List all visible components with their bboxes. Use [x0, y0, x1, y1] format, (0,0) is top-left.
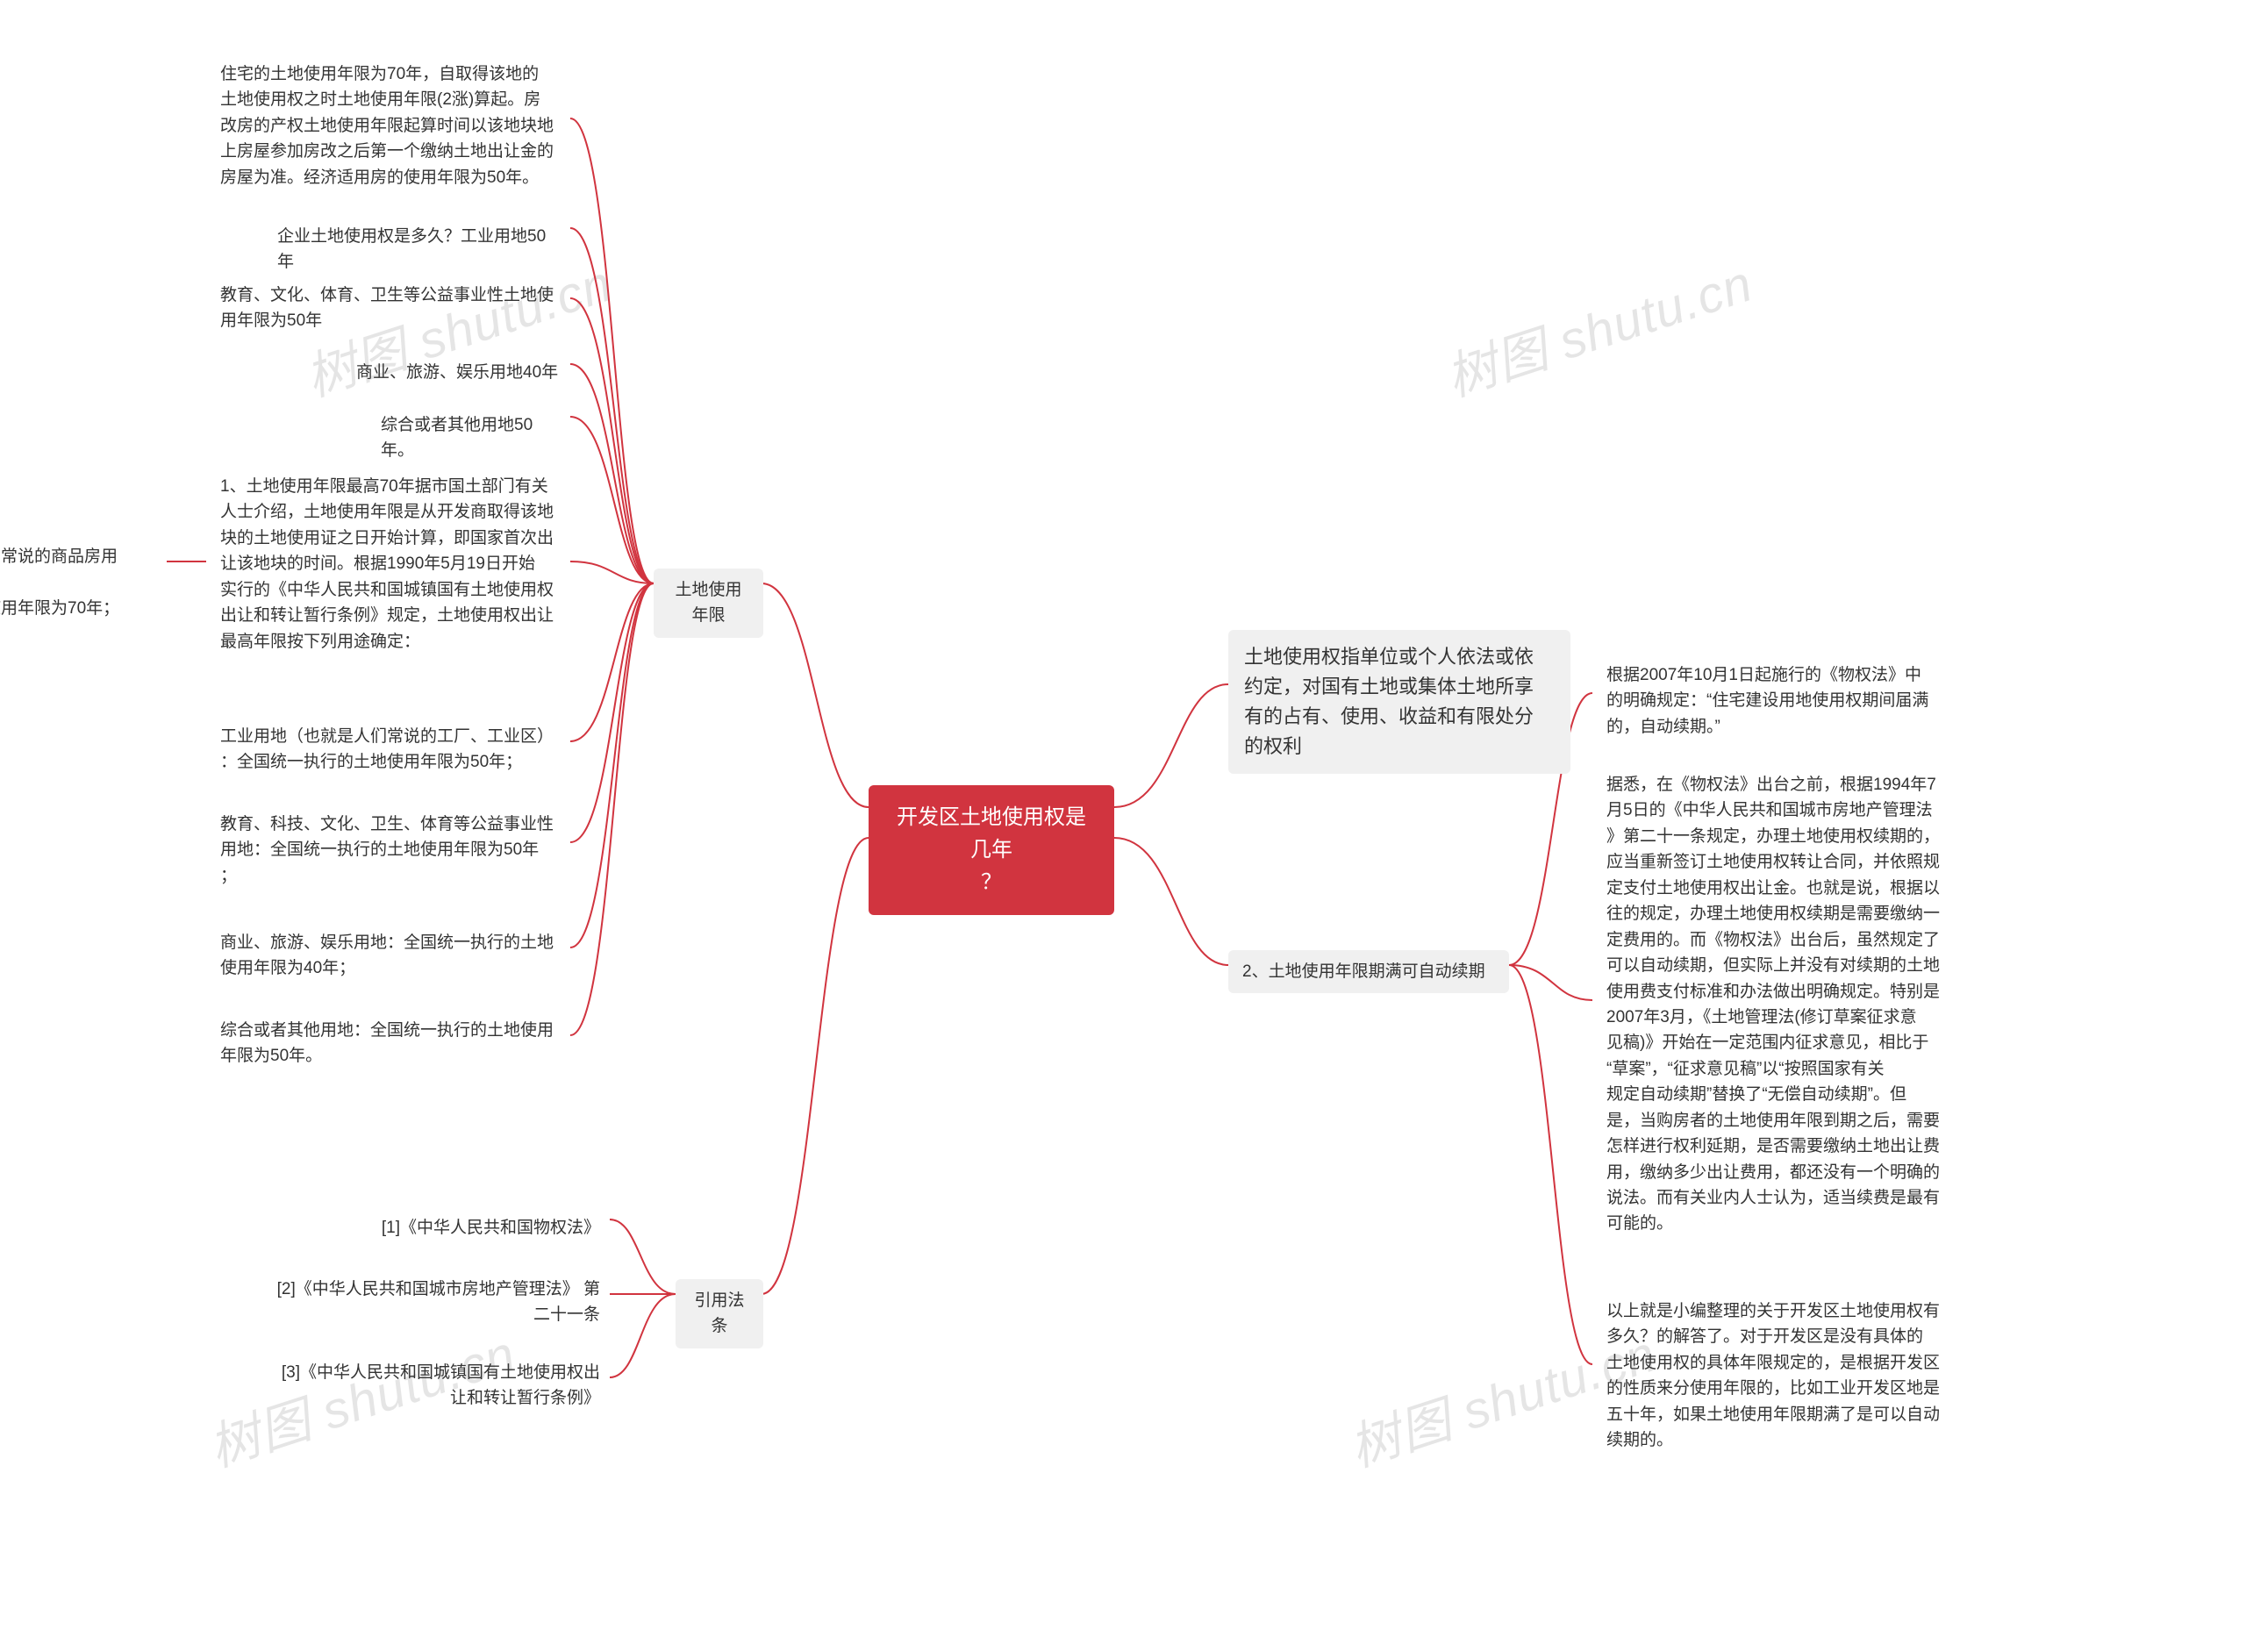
leaf-years-6: 1、土地使用年限最高70年据市国土部门有关 人士介绍，土地使用年限是从开发商取得…: [206, 465, 575, 663]
branch-renew: 2、土地使用年限期满可自动续期: [1228, 950, 1509, 993]
leaf-renew-3: 以上就是小编整理的关于开发区土地使用权有 多久？的解答了。对于开发区是没有具体的…: [1592, 1290, 1961, 1462]
watermark: 树图 shutu.cn: [1435, 242, 1761, 411]
root-node: 开发区土地使用权是几年 ？: [869, 785, 1114, 915]
leaf-law-b: [2]《中华人民共和国城市房地产管理法》 第 二十一条: [253, 1268, 614, 1337]
branch-laws: 引用法条: [676, 1279, 763, 1348]
leaf-years-3: 教育、文化、体育、卫生等公益事业性土地使 用年限为50年: [206, 274, 575, 343]
leaf-years-1: 住宅的土地使用年限为70年，自取得该地的 土地使用权之时土地使用年限(2涨)算起…: [206, 53, 575, 199]
leaf-years-4: 商业、旅游、娱乐用地40年: [342, 351, 575, 394]
leaf-years-9: 商业、旅游、娱乐用地：全国统一执行的土地 使用年限为40年；: [206, 921, 575, 990]
leaf-renew-2: 据悉，在《物权法》出台之前，根据1994年7 月5日的《中华人民共和国城市房地产…: [1592, 763, 1961, 1246]
leaf-years-6-sub: 住宅用地（也就是人们常说的商品房用地）： 全国统一执行的土地使用年限为70年；: [0, 535, 171, 630]
leaf-years-5: 综合或者其他用地50年。: [367, 404, 576, 473]
leaf-renew-1: 根据2007年10月1日起施行的《物权法》中 的明确规定：“住宅建设用地使用权期…: [1592, 654, 1961, 748]
intro-box: 土地使用权指单位或个人依法或依 约定，对国有土地或集体土地所享 有的占有、使用、…: [1228, 630, 1570, 774]
leaf-law-a: [1]《中华人民共和国物权法》: [351, 1206, 614, 1249]
leaf-years-8: 教育、科技、文化、卫生、体育等公益事业性 用地：全国统一执行的土地使用年限为50…: [206, 803, 575, 898]
branch-years: 土地使用年限: [654, 569, 763, 638]
leaf-law-c: [3]《中华人民共和国城镇国有土地使用权出 让和转让暂行条例》: [253, 1351, 614, 1420]
leaf-years-10: 综合或者其他用地：全国统一执行的土地使用 年限为50年。: [206, 1009, 575, 1078]
leaf-years-7: 工业用地（也就是人们常说的工厂、工业区） ：全国统一执行的土地使用年限为50年；: [206, 715, 575, 784]
